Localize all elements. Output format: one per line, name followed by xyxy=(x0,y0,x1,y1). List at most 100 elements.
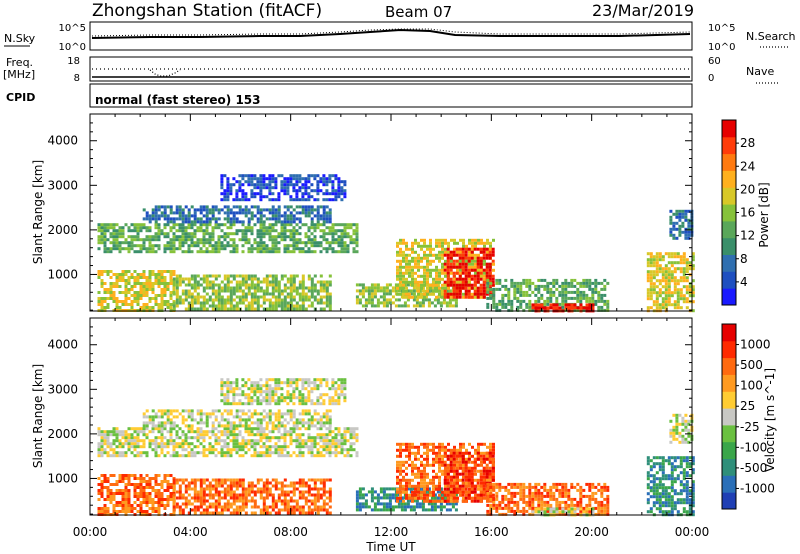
range-time-cell xyxy=(328,478,332,482)
range-time-cell xyxy=(426,286,429,290)
range-time-cell xyxy=(250,250,254,254)
range-time-cell xyxy=(649,282,653,286)
range-time-cell xyxy=(139,504,143,507)
range-time-cell xyxy=(184,478,188,482)
range-time-cell xyxy=(304,232,308,236)
range-time-cell xyxy=(292,487,296,491)
range-time-cell xyxy=(465,244,468,248)
range-time-cell xyxy=(385,286,389,290)
range-time-cell xyxy=(112,433,116,437)
range-time-cell xyxy=(145,501,149,504)
range-time-cell xyxy=(193,277,197,281)
range-time-cell xyxy=(684,227,688,231)
range-time-cell xyxy=(145,498,149,501)
range-time-cell xyxy=(343,195,347,199)
range-time-cell xyxy=(673,276,677,280)
range-time-cell xyxy=(247,247,251,251)
range-time-cell xyxy=(432,253,435,257)
range-time-cell xyxy=(154,282,158,285)
range-time-cell xyxy=(585,281,589,285)
range-time-cell xyxy=(277,415,281,419)
range-time-cell xyxy=(307,250,311,254)
range-time-cell xyxy=(658,279,662,283)
range-time-cell xyxy=(130,474,134,477)
range-time-cell xyxy=(121,507,125,510)
range-time-cell xyxy=(603,287,607,291)
range-time-cell xyxy=(443,268,447,272)
range-time-cell xyxy=(139,445,143,449)
range-time-cell xyxy=(322,180,326,184)
range-time-cell xyxy=(202,223,206,227)
range-time-cell xyxy=(447,286,450,290)
range-time-cell xyxy=(455,289,459,293)
range-time-cell xyxy=(229,484,233,488)
range-time-cell xyxy=(322,508,326,512)
range-time-cell xyxy=(214,439,218,443)
range-time-cell xyxy=(226,241,230,245)
range-time-cell xyxy=(187,436,191,440)
range-time-cell xyxy=(157,498,161,501)
range-time-cell xyxy=(118,451,122,455)
range-time-cell xyxy=(313,412,317,416)
range-time-cell xyxy=(670,255,674,259)
range-time-cell xyxy=(229,421,233,425)
range-time-cell xyxy=(256,418,260,422)
range-time-cell xyxy=(277,301,281,305)
range-time-cell xyxy=(382,298,386,302)
range-time-cell xyxy=(403,301,407,305)
range-time-cell xyxy=(241,238,245,242)
range-time-cell xyxy=(235,378,239,382)
range-time-cell xyxy=(396,244,399,248)
range-time-cell xyxy=(181,232,185,236)
range-time-cell xyxy=(163,235,167,239)
range-time-cell xyxy=(121,442,125,446)
range-time-cell xyxy=(468,238,471,242)
range-time-cell xyxy=(175,277,179,281)
range-time-cell xyxy=(319,307,323,311)
range-time-cell xyxy=(298,448,302,452)
range-time-cell xyxy=(187,304,191,308)
range-time-cell xyxy=(259,289,263,293)
range-time-cell xyxy=(540,278,544,282)
range-time-cell xyxy=(223,493,227,497)
range-time-cell xyxy=(157,217,161,221)
range-time-cell xyxy=(115,504,119,507)
range-time-cell xyxy=(151,415,155,419)
range-time-cell xyxy=(262,183,266,187)
range-time-cell xyxy=(181,502,185,506)
range-time-cell xyxy=(396,268,399,272)
range-time-cell xyxy=(307,433,311,437)
range-time-cell xyxy=(238,280,242,284)
range-time-cell xyxy=(265,177,269,181)
range-time-cell xyxy=(133,439,137,443)
range-time-cell xyxy=(661,273,665,277)
range-time-cell xyxy=(432,247,435,251)
range-time-cell xyxy=(531,281,535,285)
range-time-cell xyxy=(450,259,453,263)
range-time-cell xyxy=(452,262,456,266)
range-time-cell xyxy=(418,304,422,308)
range-time-cell xyxy=(202,502,206,506)
range-time-cell xyxy=(223,174,227,178)
range-time-cell xyxy=(307,241,311,245)
range-time-cell xyxy=(172,415,176,419)
range-time-cell xyxy=(271,427,275,431)
range-time-cell xyxy=(115,247,119,251)
range-time-cell xyxy=(280,415,284,419)
range-time-cell xyxy=(319,478,323,482)
range-time-cell xyxy=(343,183,347,187)
range-time-cell xyxy=(241,235,245,239)
range-time-cell xyxy=(199,217,203,221)
range-time-cell xyxy=(573,284,577,288)
range-time-cell xyxy=(253,505,257,509)
range-time-cell xyxy=(558,290,562,294)
range-time-cell xyxy=(178,298,182,302)
range-time-cell xyxy=(485,292,489,296)
range-time-cell xyxy=(175,289,179,293)
range-time-cell xyxy=(157,495,161,498)
range-time-cell xyxy=(289,183,293,187)
range-time-cell xyxy=(169,474,173,477)
range-time-cell xyxy=(370,298,374,302)
range-time-cell xyxy=(461,280,465,284)
range-time-cell xyxy=(277,496,281,500)
